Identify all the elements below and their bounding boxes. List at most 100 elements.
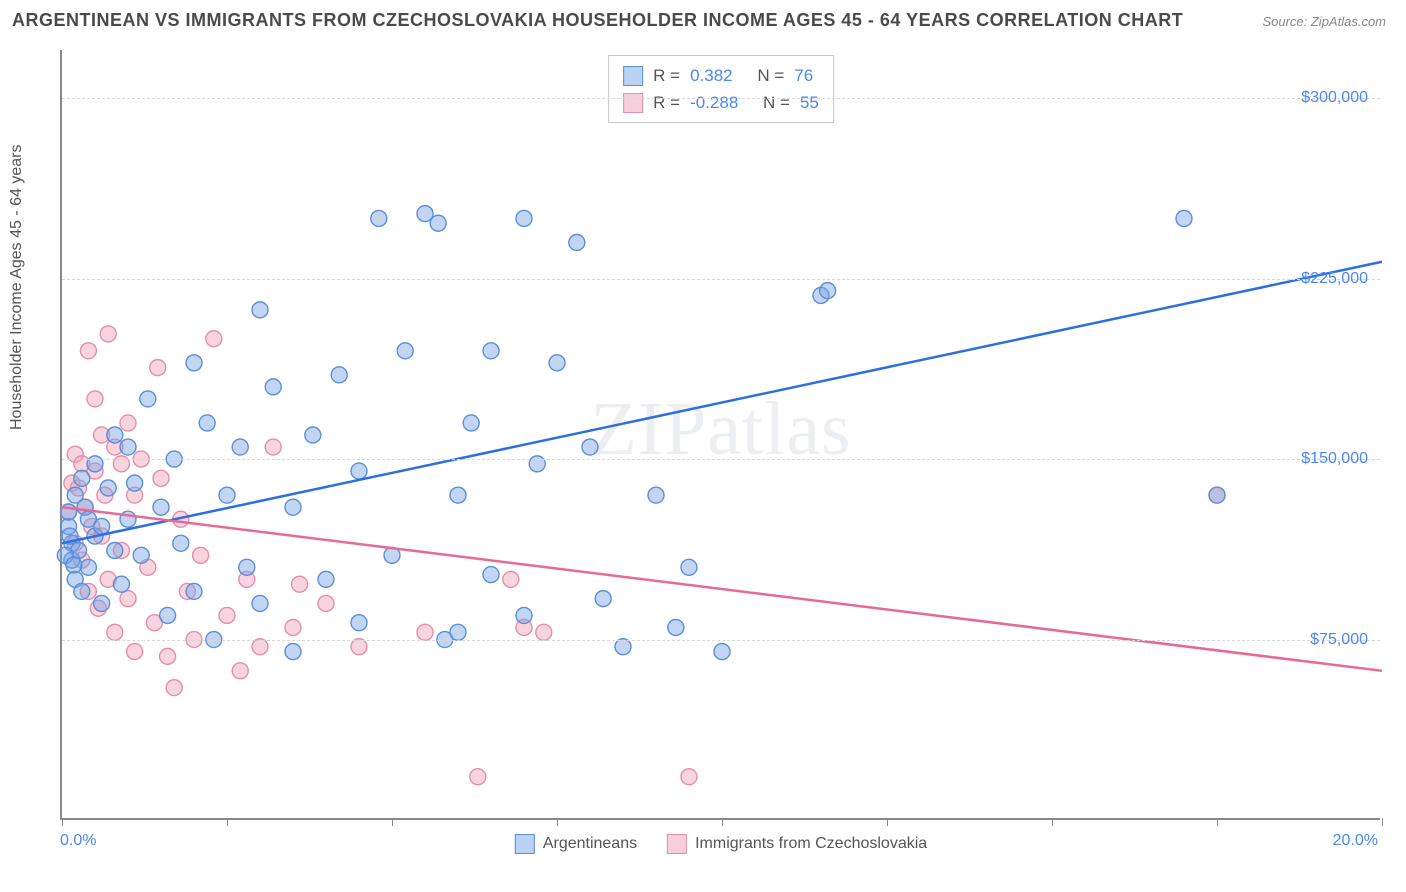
x-tick (1382, 818, 1383, 826)
scatter-point (397, 343, 413, 359)
scatter-point (351, 615, 367, 631)
scatter-point (668, 620, 684, 636)
scatter-point (94, 518, 110, 534)
pink-swatch-icon (667, 834, 687, 854)
x-tick (392, 818, 393, 826)
scatter-point (219, 487, 235, 503)
scatter-point (351, 463, 367, 479)
scatter-point (582, 439, 598, 455)
x-tick (557, 818, 558, 826)
scatter-point (193, 547, 209, 563)
x-axis-max-label: 20.0% (1333, 832, 1378, 850)
scatter-point (107, 543, 123, 559)
scatter-point (199, 415, 215, 431)
y-axis-label: Householder Income Ages 45 - 64 years (8, 145, 26, 431)
scatter-point (292, 576, 308, 592)
x-tick (1217, 818, 1218, 826)
scatter-point (74, 583, 90, 599)
chart-title: ARGENTINEAN VS IMMIGRANTS FROM CZECHOSLO… (12, 10, 1183, 31)
scatter-point (127, 644, 143, 660)
scatter-point (516, 607, 532, 623)
scatter-point (252, 639, 268, 655)
legend-item-pink: Immigrants from Czechoslovakia (667, 834, 927, 854)
scatter-point (150, 360, 166, 376)
gridline (62, 98, 1380, 99)
scatter-point (127, 475, 143, 491)
legend-blue-label: Argentineans (543, 835, 637, 853)
scatter-point (331, 367, 347, 383)
scatter-point (549, 355, 565, 371)
y-tick-label: $75,000 (1310, 631, 1368, 649)
scatter-point (160, 648, 176, 664)
scatter-point (595, 591, 611, 607)
bottom-legend: Argentineans Immigrants from Czechoslova… (515, 834, 927, 854)
scatter-point (107, 427, 123, 443)
scatter-point (681, 769, 697, 785)
scatter-point (87, 391, 103, 407)
scatter-point (318, 595, 334, 611)
scatter-point (470, 769, 486, 785)
scatter-point (160, 607, 176, 623)
scatter-point (265, 379, 281, 395)
scatter-point (186, 355, 202, 371)
scatter-point (417, 624, 433, 640)
scatter-point (232, 439, 248, 455)
scatter-point (252, 595, 268, 611)
scatter-point (483, 343, 499, 359)
blue-swatch-icon (515, 834, 535, 854)
x-tick (887, 818, 888, 826)
scatter-svg (62, 50, 1380, 818)
x-tick (1052, 818, 1053, 826)
scatter-point (173, 535, 189, 551)
scatter-point (714, 644, 730, 660)
scatter-point (113, 576, 129, 592)
scatter-point (120, 415, 136, 431)
scatter-point (516, 210, 532, 226)
scatter-point (80, 559, 96, 575)
legend-pink-label: Immigrants from Czechoslovakia (695, 835, 927, 853)
scatter-point (140, 391, 156, 407)
scatter-point (463, 415, 479, 431)
scatter-point (536, 624, 552, 640)
scatter-point (232, 663, 248, 679)
y-tick-label: $225,000 (1301, 270, 1368, 288)
scatter-point (239, 559, 255, 575)
scatter-point (107, 624, 123, 640)
scatter-point (450, 624, 466, 640)
scatter-point (120, 439, 136, 455)
scatter-point (305, 427, 321, 443)
gridline (62, 279, 1380, 280)
scatter-point (450, 487, 466, 503)
scatter-point (100, 326, 116, 342)
scatter-point (681, 559, 697, 575)
scatter-point (186, 583, 202, 599)
scatter-point (648, 487, 664, 503)
scatter-point (66, 557, 82, 573)
scatter-point (206, 331, 222, 347)
scatter-point (133, 547, 149, 563)
scatter-point (430, 215, 446, 231)
scatter-point (153, 499, 169, 515)
scatter-point (265, 439, 281, 455)
scatter-point (166, 680, 182, 696)
scatter-point (219, 607, 235, 623)
gridline (62, 459, 1380, 460)
x-axis-min-label: 0.0% (60, 832, 96, 850)
scatter-point (1209, 487, 1225, 503)
scatter-point (153, 470, 169, 486)
scatter-point (120, 591, 136, 607)
scatter-point (1176, 210, 1192, 226)
scatter-point (285, 499, 301, 515)
x-tick (62, 818, 63, 826)
scatter-point (100, 480, 116, 496)
scatter-point (351, 639, 367, 655)
scatter-point (483, 567, 499, 583)
y-tick-label: $150,000 (1301, 450, 1368, 468)
y-tick-label: $300,000 (1301, 89, 1368, 107)
x-tick (722, 818, 723, 826)
scatter-point (569, 235, 585, 251)
scatter-point (371, 210, 387, 226)
plot-area: ZIPatlas R = 0.382 N = 76 R = -0.288 N =… (60, 50, 1380, 820)
scatter-point (252, 302, 268, 318)
scatter-point (74, 470, 90, 486)
